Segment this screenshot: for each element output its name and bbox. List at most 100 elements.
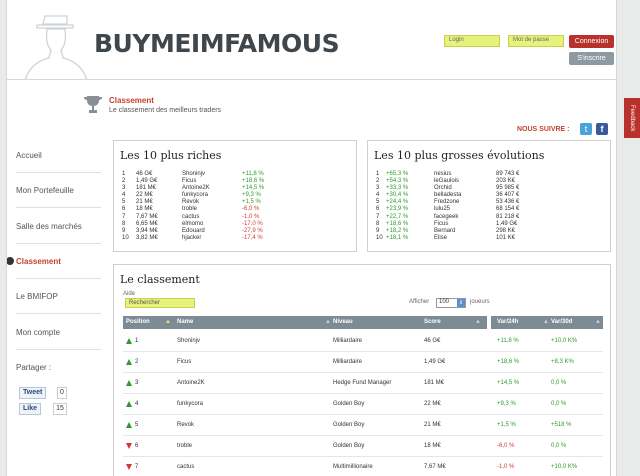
list-cell: +11,8 % <box>242 171 264 177</box>
list-cell: +65,3 % <box>386 171 409 177</box>
column-var24h[interactable]: Var/24h <box>497 319 519 325</box>
list-row: 6 +23,9 % lulu25 68 154 € <box>376 206 606 213</box>
nav-portefeuille[interactable]: Mon Portefeuille <box>16 186 74 195</box>
level-cell: Multimillionaire <box>333 464 373 470</box>
list-cell: 5 <box>376 199 380 206</box>
table-row[interactable]: 4 funkycora Golden Boy 22 M€ +9,3 % 0,0 % <box>123 394 603 415</box>
list-cell: -6,0 % <box>242 206 260 213</box>
name-cell[interactable]: funkycora <box>177 401 204 407</box>
tweet-button[interactable]: Tweet <box>19 387 47 399</box>
header-divider <box>7 79 616 80</box>
position-cell: 1 <box>135 338 139 344</box>
login-field[interactable]: Login <box>444 35 500 47</box>
list-cell[interactable]: Fredzone <box>434 199 460 206</box>
nav-salle-des-marches[interactable]: Salle des marchés <box>16 222 82 231</box>
list-cell: 1 <box>122 171 126 177</box>
list-cell[interactable]: lulu25 <box>434 206 451 213</box>
name-cell[interactable]: troble <box>177 443 193 449</box>
list-cell: 101 K€ <box>496 234 516 241</box>
facebook-icon[interactable]: f <box>596 123 608 135</box>
column-level[interactable]: Niveau <box>333 319 353 325</box>
list-cell[interactable]: cactus <box>182 213 200 220</box>
list-cell[interactable]: Orchid <box>434 185 452 192</box>
name-cell[interactable]: Revok <box>177 422 195 428</box>
var30d-cell: 0,0 % <box>551 380 567 386</box>
list-cell[interactable]: troble <box>182 206 198 213</box>
list-cell: 8 <box>122 220 126 227</box>
name-cell[interactable]: Antoine2K <box>177 380 205 386</box>
list-cell: +18,6 % <box>386 220 409 227</box>
share-label: Partager : <box>16 363 52 372</box>
feedback-tab[interactable]: Feedback <box>624 98 640 138</box>
list-cell: +23,9 % <box>386 206 409 213</box>
column-var30d[interactable]: Var/30d <box>551 319 573 325</box>
connect-button[interactable]: Connexion <box>569 35 614 48</box>
level-cell: Golden Boy <box>333 401 365 407</box>
list-row: 7 7,67 M€ cactus -1,0 % <box>122 214 352 221</box>
list-cell[interactable]: elmomo <box>182 220 204 227</box>
list-cell[interactable]: Bernard <box>434 227 456 234</box>
list-cell[interactable]: Ficus <box>434 220 449 227</box>
list-cell: +30,4 % <box>386 192 409 199</box>
name-cell[interactable]: Ficus <box>177 359 192 365</box>
position-cell: 2 <box>135 359 139 365</box>
column-name[interactable]: Name <box>177 319 194 325</box>
nav-accueil[interactable]: Accueil <box>16 151 42 160</box>
table-row[interactable]: 7 cactus Multimillionaire 7,67 M€ -1,0 % +10,… <box>123 457 603 476</box>
column-score[interactable]: Score <box>424 319 441 325</box>
active-nav-indicator <box>7 257 14 265</box>
register-button[interactable]: S'inscrire <box>569 52 614 65</box>
list-cell: 9 <box>122 227 126 234</box>
table-row[interactable]: 3 Antoine2K Hedge Fund Manager 181 M€ +14,5 … <box>123 373 603 394</box>
search-input[interactable]: Rechercher <box>125 298 195 308</box>
like-count: 15 <box>53 403 67 415</box>
table-row[interactable]: 1 Shoninjv Milliardaire 46 G€ +11,8 % +10,0 K… <box>123 331 603 352</box>
table-row[interactable]: 5 Revok Golden Boy 21 M€ +1,5 % +518 % <box>123 415 603 436</box>
arrow-down-icon <box>126 464 132 470</box>
list-cell: 21 M€ <box>136 199 153 206</box>
list-row: 2 +54,3 % leGaulois 203 K€ <box>376 178 606 185</box>
list-cell[interactable]: Edouard <box>182 227 205 234</box>
var24h-cell: +14,5 % <box>497 380 520 386</box>
like-label: Like <box>23 405 38 412</box>
nav-bmifop[interactable]: Le BMIFOP <box>16 292 58 301</box>
name-cell[interactable]: Shoninjv <box>177 338 201 344</box>
table-row[interactable]: 6 troble Golden Boy 18 M€ -6,0 % 0,0 % <box>123 436 603 457</box>
list-cell[interactable]: funkycora <box>182 192 209 199</box>
list-cell: +14,5 % <box>242 185 265 192</box>
nav-mon-compte[interactable]: Mon compte <box>16 328 61 337</box>
twitter-icon[interactable]: t <box>580 123 592 135</box>
follow-us-label: NOUS SUIVRE : <box>517 126 570 133</box>
list-cell[interactable]: Antoine2K <box>182 185 210 192</box>
list-cell[interactable]: facegeek <box>434 213 459 220</box>
nav-classement[interactable]: Classement <box>16 257 61 266</box>
list-cell: -17,0 % <box>242 220 263 227</box>
list-cell[interactable]: Elise <box>434 234 448 241</box>
level-cell: Golden Boy <box>333 443 365 449</box>
name-cell[interactable]: cactus <box>177 464 195 470</box>
help-link[interactable]: Aide <box>123 291 136 297</box>
page-container: BUYMEIMFAMOUS Login Mot de passe Connexi… <box>6 0 617 476</box>
list-cell: 10 <box>376 234 383 241</box>
list-cell[interactable]: leGaulois <box>434 178 460 185</box>
table-row[interactable]: 2 Ficus Milliardaire 1,49 G€ +18,6 % +8,3 K% <box>123 352 603 373</box>
nav-divider <box>16 349 101 350</box>
list-cell[interactable]: belladesta <box>434 192 462 199</box>
password-field[interactable]: Mot de passe <box>508 35 564 47</box>
richest-list: 1 46 G€ Shoninjv +11,8 % 2 1,49 G€ Ficus +18,6 … <box>122 171 352 242</box>
nav-divider <box>16 313 101 314</box>
site-logo[interactable]: BUYMEIMFAMOUS <box>94 29 340 58</box>
list-row: 9 3,94 M€ Edouard -27,9 % <box>122 228 352 235</box>
like-button[interactable]: Like <box>19 403 42 415</box>
list-cell[interactable]: Revok <box>182 199 200 206</box>
list-cell: 46 G€ <box>136 171 153 177</box>
list-cell[interactable]: hjacker <box>182 234 202 241</box>
position-cell: 4 <box>135 401 139 407</box>
list-cell: 203 K€ <box>496 178 516 185</box>
list-cell[interactable]: Ficus <box>182 178 197 185</box>
page-size-select[interactable]: 100 ⇕ <box>436 298 466 308</box>
list-cell[interactable]: nesius <box>434 171 452 177</box>
list-cell[interactable]: Shoninjv <box>182 171 206 177</box>
column-position[interactable]: Position <box>126 319 150 325</box>
list-cell: 3,94 M€ <box>136 227 158 234</box>
